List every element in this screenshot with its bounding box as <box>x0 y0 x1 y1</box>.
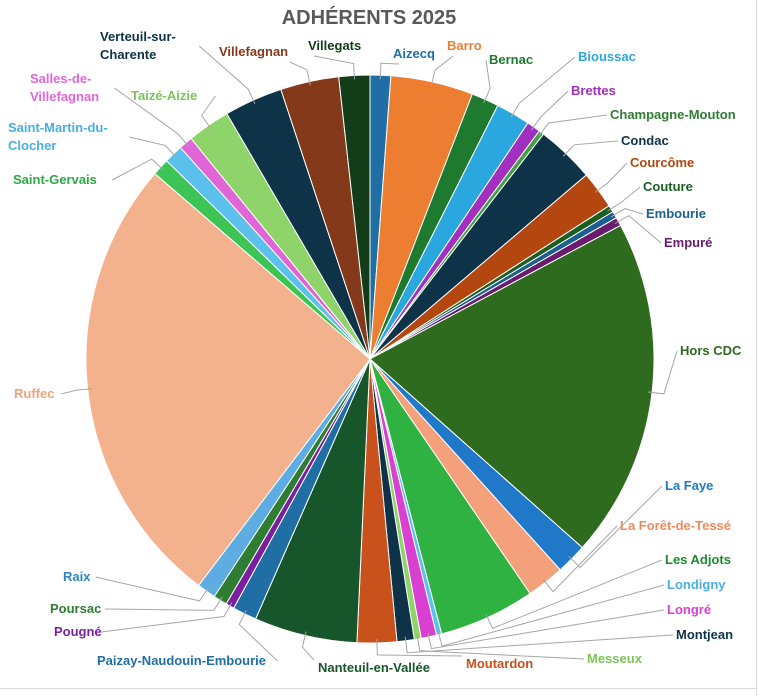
leader-line <box>114 87 189 147</box>
slice-label-villefagnan: Villefagnan <box>219 44 288 59</box>
chart-border-bottom <box>0 688 756 689</box>
slice-label-la-for-t-de-tess-: La Forêt-de-Tessé <box>620 518 731 533</box>
slice-label-saint-gervais: Saint-Gervais <box>13 172 97 187</box>
slice-label-empur-: Empuré <box>664 235 712 250</box>
leader-line <box>530 90 569 131</box>
leader-line <box>607 186 641 212</box>
slice-label-longr-: Longré <box>667 602 711 617</box>
leader-line <box>101 602 233 633</box>
slice-label-poursac: Poursac <box>50 601 101 616</box>
slice-label-bernac: Bernac <box>489 52 533 67</box>
chart-border-right <box>756 0 757 696</box>
slice-label-villegats: Villegats <box>308 38 361 53</box>
slice-label-salles-de-villefagnan: Salles-de-Villefagnan <box>30 71 99 104</box>
pie-slices <box>85 74 655 644</box>
leader-lines <box>61 45 678 662</box>
leader-line <box>379 62 400 80</box>
slice-label-barro: Barro <box>447 38 482 53</box>
slice-label-champagne-mouton: Champagne-Mouton <box>610 107 736 122</box>
slice-label-paizay-naudouin-embourie: Paizay-Naudouin-Embourie <box>97 653 266 668</box>
chart-title: ADHÉRENTS 2025 <box>282 6 457 29</box>
leader-line <box>538 114 608 137</box>
leader-line <box>542 525 618 593</box>
slice-label-courc-me: Courcôme <box>630 155 694 170</box>
leader-line <box>647 350 678 395</box>
leader-line <box>301 631 315 661</box>
leader-line <box>562 140 619 157</box>
leader-line <box>416 634 585 660</box>
slice-labels: Aizecq Barro Bernac Bioussac Brettes Champagn… <box>8 29 742 675</box>
leader-line <box>483 59 491 104</box>
slice-label-pougn-: Pougné <box>54 624 102 639</box>
slice-label-condac: Condac <box>621 133 669 148</box>
leader-line <box>568 485 663 569</box>
slice-label-hors-cdc: Hors CDC <box>680 343 742 358</box>
leader-line <box>313 55 355 80</box>
leader-line <box>376 638 463 657</box>
leader-line <box>104 596 223 611</box>
slice-label-brettes: Brettes <box>571 83 616 98</box>
slice-label-saint-martin-du-clocher: Saint-Martin-du-Clocher <box>8 120 108 153</box>
leader-line <box>61 388 92 395</box>
slice-label-montjean: Montjean <box>676 627 733 642</box>
slice-label-la-faye: La Faye <box>665 478 713 493</box>
slice-label-embourie: Embourie <box>646 206 706 221</box>
leader-line <box>129 136 177 158</box>
slice-label-ruffec: Ruffec <box>14 386 54 401</box>
leader-line <box>437 584 665 647</box>
slice-label-raix: Raix <box>63 569 91 584</box>
leader-line <box>404 634 674 654</box>
slice-label-verteuil-sur-charente: Verteuil-sur-Charente <box>100 29 176 62</box>
slice-label-couture: Couture <box>643 179 693 194</box>
leader-line <box>594 162 628 193</box>
slice-label-taiz-aizie: Taizé-Aizie <box>131 88 197 103</box>
slice-label-londigny: Londigny <box>667 577 726 592</box>
slice-label-les-adjots: Les Adjots <box>665 552 731 567</box>
leader-line <box>111 158 164 181</box>
slice-label-messeux: Messeux <box>587 651 643 666</box>
slice-label-bioussac: Bioussac <box>578 49 636 64</box>
leader-line <box>430 55 454 86</box>
leader-line <box>485 559 663 630</box>
slice-label-nanteuil-en-vall-e: Nanteuil-en-Vallée <box>318 660 430 675</box>
leader-line <box>198 45 256 105</box>
leader-line <box>289 61 311 86</box>
leader-line <box>510 56 576 118</box>
slice-label-aizecq: Aizecq <box>393 46 435 61</box>
leader-line <box>95 576 210 602</box>
leader-line <box>610 208 644 218</box>
slice-label-moutardon: Moutardon <box>466 656 533 671</box>
leader-line <box>238 609 278 662</box>
leader-line <box>427 609 665 650</box>
leader-line <box>201 95 216 129</box>
leader-line <box>614 215 662 244</box>
